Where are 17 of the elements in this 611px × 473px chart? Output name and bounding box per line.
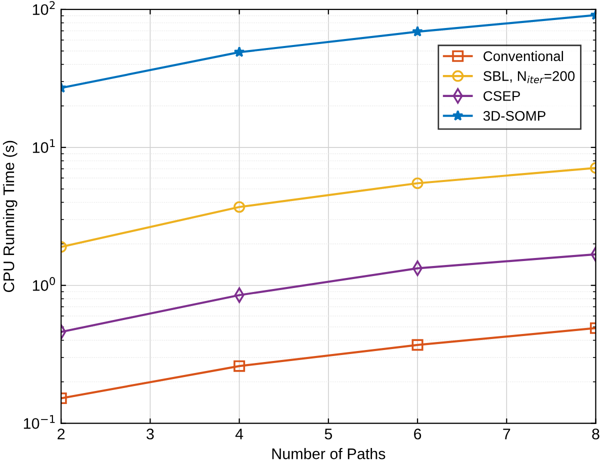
y-tick-label: 10$^{0}$ [32, 277, 56, 291]
legend-label: 3D-SOMP [483, 110, 546, 121]
x-tick-label: 4 [235, 428, 244, 440]
legend-label: Conventional [484, 50, 563, 62]
y-tick-label: 10$^{1}$ [32, 139, 55, 153]
legend-label: CSEP [484, 91, 520, 101]
x-tick-label: 6 [414, 428, 422, 440]
x-tick-label: 5 [324, 428, 332, 440]
x-tick-label: 7 [503, 428, 510, 440]
x-tick-label: 3 [146, 428, 154, 440]
y-tick-label: 10$^{2}$ [32, 1, 55, 16]
y-tick-label: 10$^{−1}$ [24, 415, 55, 429]
x-tick-label: 8 [592, 428, 600, 440]
y-axis-title: CPU Running Time (s) [2, 140, 18, 292]
legend-label: SBL, N$_{iter}$=200 [483, 71, 575, 84]
x-axis-title: Number of Paths [272, 448, 386, 460]
x-tick-label: 2 [58, 428, 65, 440]
